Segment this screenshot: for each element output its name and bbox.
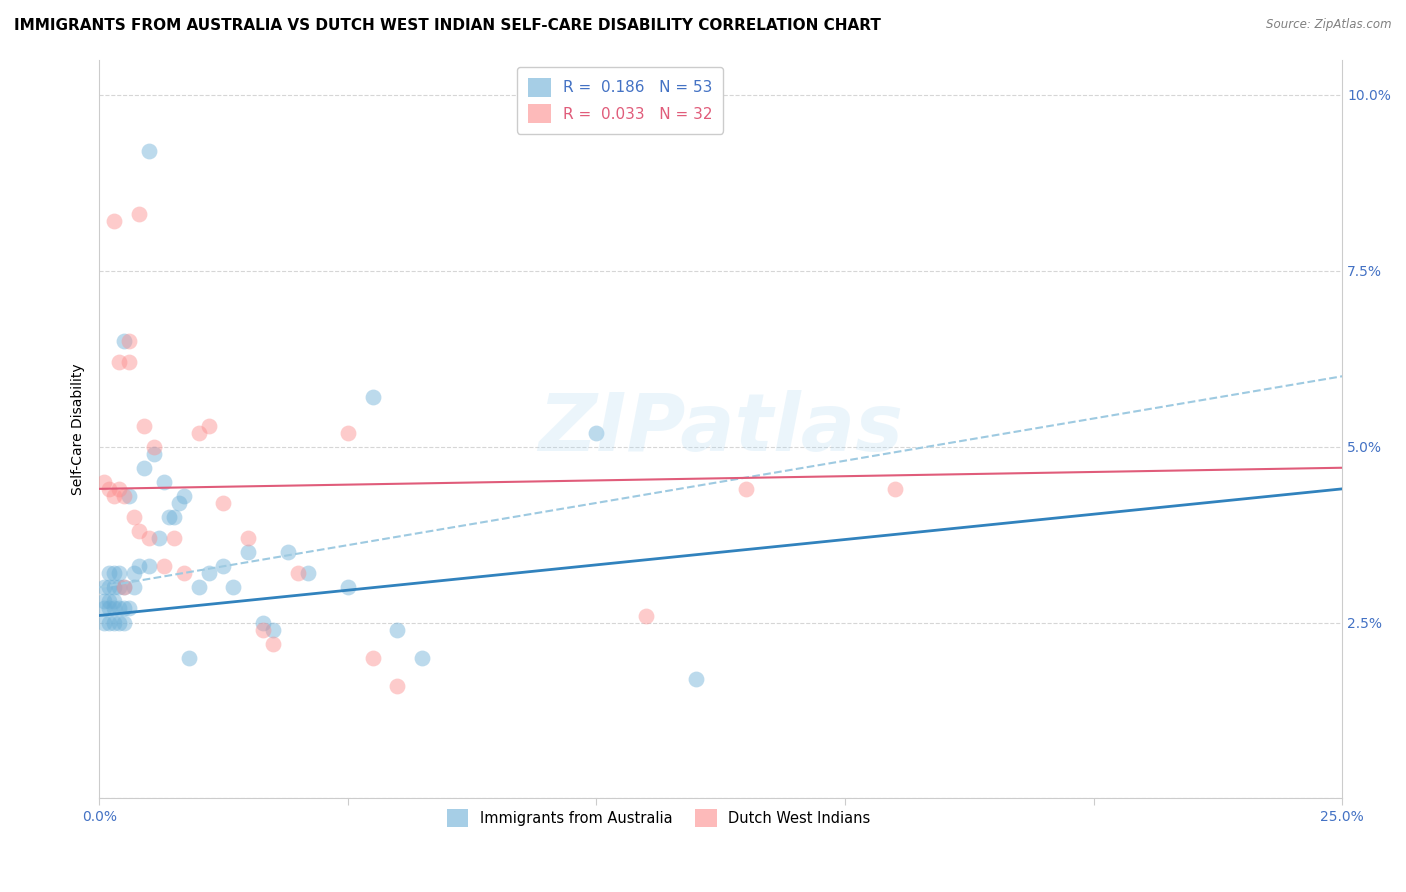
- Point: [108, 355, 131, 369]
- Point: [93, 475, 115, 489]
- Point: [411, 650, 433, 665]
- Point: [108, 580, 131, 594]
- Point: [157, 510, 180, 524]
- Point: [112, 580, 135, 594]
- Point: [262, 623, 284, 637]
- Point: [98, 615, 121, 630]
- Text: ZIPatlas: ZIPatlas: [538, 390, 903, 468]
- Legend: Immigrants from Australia, Dutch West Indians: Immigrants from Australia, Dutch West In…: [437, 800, 879, 836]
- Point: [93, 594, 115, 608]
- Point: [197, 566, 219, 581]
- Point: [173, 489, 195, 503]
- Point: [93, 601, 115, 615]
- Y-axis label: Self-Care Disability: Self-Care Disability: [72, 363, 86, 495]
- Point: [103, 214, 125, 228]
- Point: [734, 482, 756, 496]
- Text: IMMIGRANTS FROM AUSTRALIA VS DUTCH WEST INDIAN SELF-CARE DISABILITY CORRELATION : IMMIGRANTS FROM AUSTRALIA VS DUTCH WEST …: [14, 18, 882, 33]
- Point: [167, 496, 190, 510]
- Point: [177, 650, 200, 665]
- Point: [187, 425, 209, 440]
- Point: [103, 615, 125, 630]
- Point: [103, 566, 125, 581]
- Point: [132, 418, 155, 433]
- Point: [238, 531, 260, 545]
- Point: [187, 580, 209, 594]
- Point: [148, 531, 170, 545]
- Point: [212, 496, 235, 510]
- Point: [128, 524, 150, 538]
- Point: [636, 608, 658, 623]
- Point: [142, 440, 165, 454]
- Point: [98, 580, 121, 594]
- Point: [277, 545, 299, 559]
- Point: [361, 650, 384, 665]
- Point: [138, 531, 160, 545]
- Point: [387, 679, 409, 693]
- Point: [103, 489, 125, 503]
- Point: [138, 559, 160, 574]
- Point: [112, 489, 135, 503]
- Point: [118, 334, 141, 348]
- Point: [112, 580, 135, 594]
- Point: [252, 623, 274, 637]
- Point: [252, 615, 274, 630]
- Point: [297, 566, 319, 581]
- Point: [108, 615, 131, 630]
- Point: [103, 601, 125, 615]
- Point: [138, 144, 160, 158]
- Point: [128, 559, 150, 574]
- Point: [93, 580, 115, 594]
- Point: [262, 637, 284, 651]
- Point: [173, 566, 195, 581]
- Point: [132, 460, 155, 475]
- Point: [98, 601, 121, 615]
- Point: [118, 601, 141, 615]
- Point: [238, 545, 260, 559]
- Point: [336, 580, 359, 594]
- Point: [98, 482, 121, 496]
- Point: [152, 475, 174, 489]
- Point: [108, 601, 131, 615]
- Point: [112, 601, 135, 615]
- Point: [128, 207, 150, 221]
- Point: [122, 580, 145, 594]
- Point: [93, 615, 115, 630]
- Point: [103, 580, 125, 594]
- Point: [108, 482, 131, 496]
- Point: [122, 566, 145, 581]
- Point: [287, 566, 309, 581]
- Point: [163, 531, 186, 545]
- Point: [112, 615, 135, 630]
- Point: [212, 559, 235, 574]
- Point: [163, 510, 186, 524]
- Point: [103, 594, 125, 608]
- Point: [142, 447, 165, 461]
- Point: [883, 482, 905, 496]
- Point: [98, 566, 121, 581]
- Point: [387, 623, 409, 637]
- Point: [197, 418, 219, 433]
- Point: [112, 334, 135, 348]
- Point: [118, 355, 141, 369]
- Point: [585, 425, 607, 440]
- Point: [685, 672, 707, 686]
- Point: [361, 390, 384, 404]
- Text: Source: ZipAtlas.com: Source: ZipAtlas.com: [1267, 18, 1392, 31]
- Point: [118, 489, 141, 503]
- Point: [336, 425, 359, 440]
- Point: [222, 580, 245, 594]
- Point: [122, 510, 145, 524]
- Point: [108, 566, 131, 581]
- Point: [152, 559, 174, 574]
- Point: [98, 594, 121, 608]
